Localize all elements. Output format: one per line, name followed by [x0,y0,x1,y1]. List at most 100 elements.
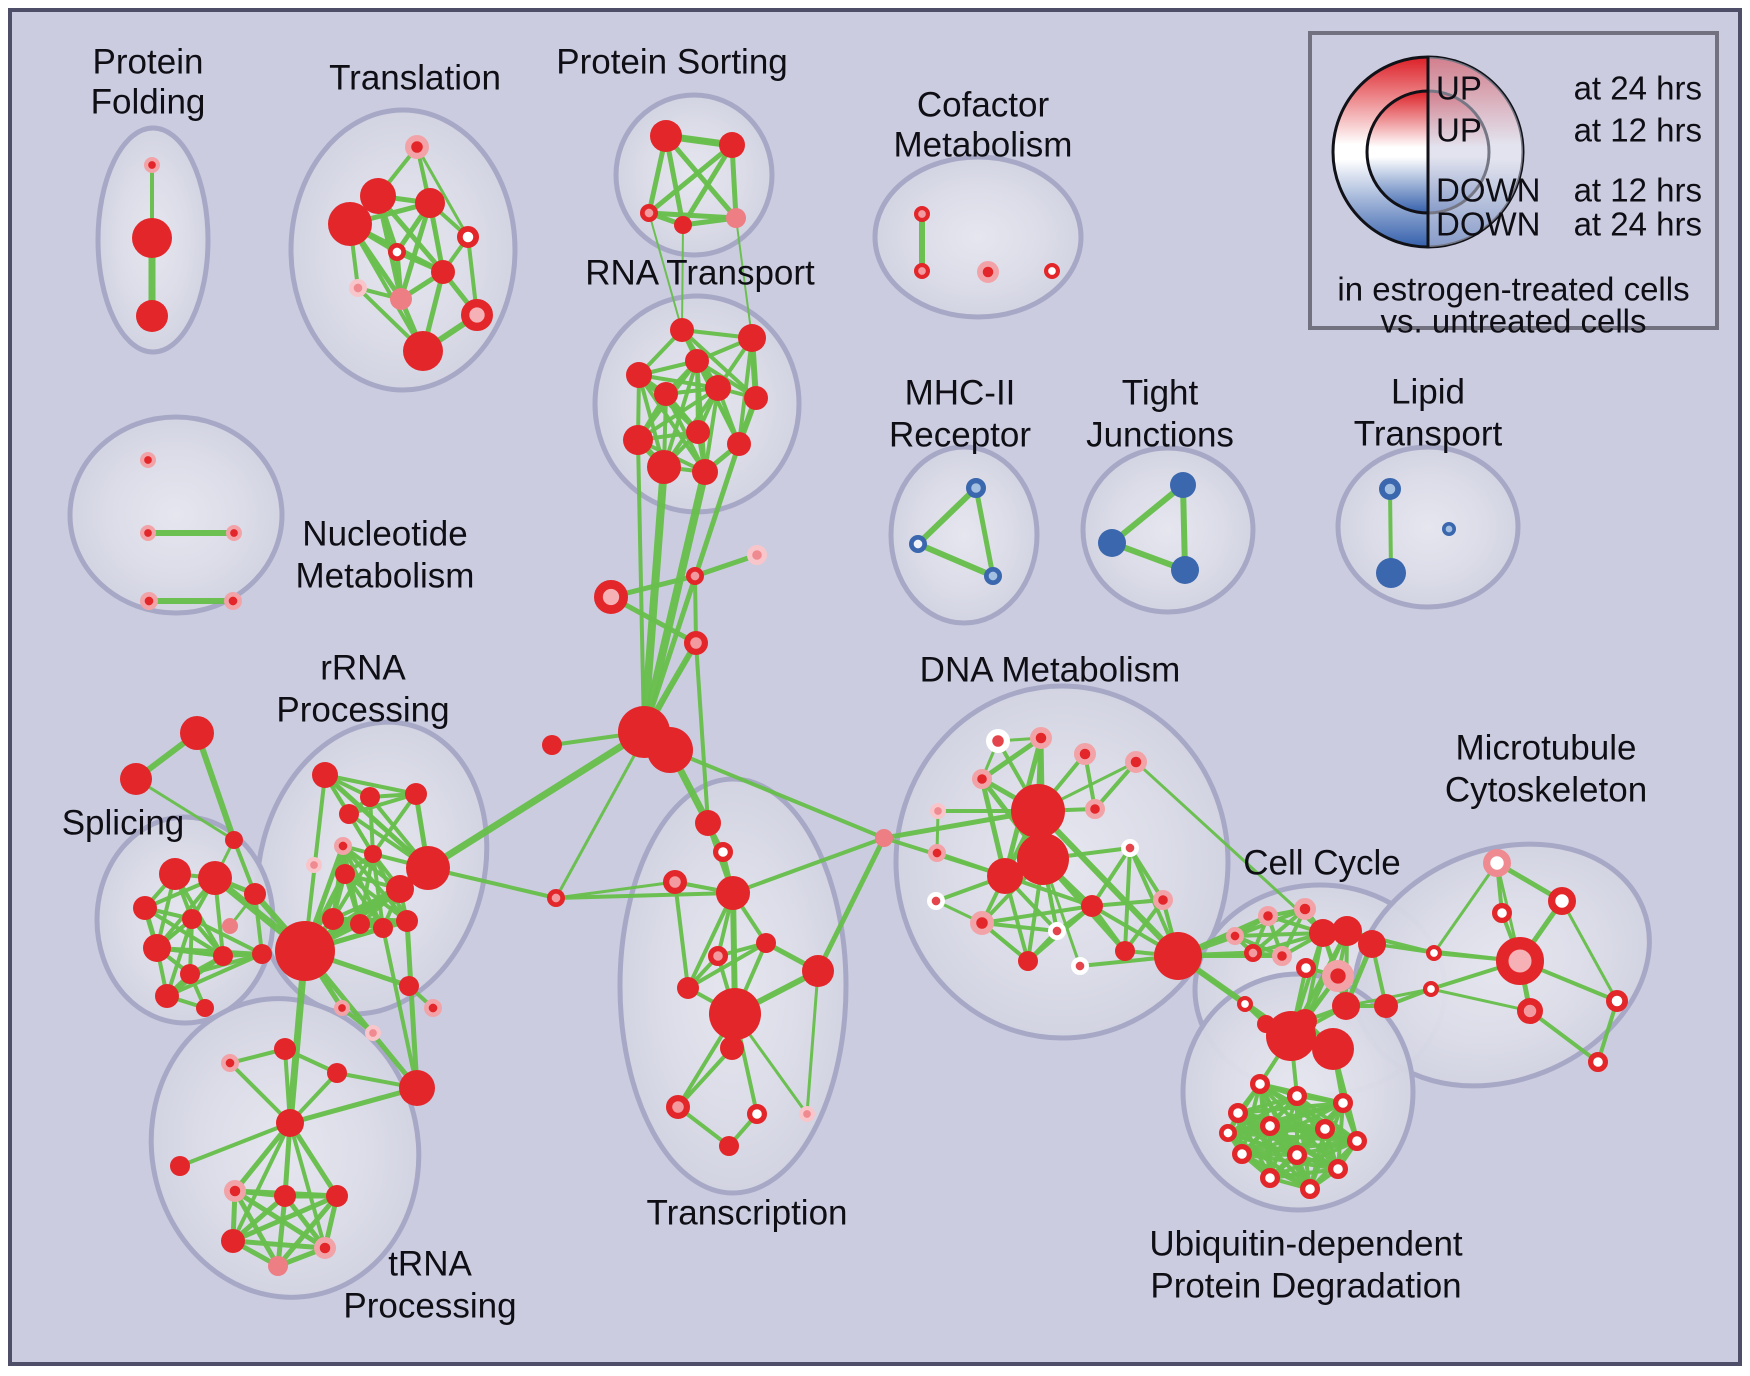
network-edge [815,835,887,974]
network-node-rt0 [670,318,694,342]
network-edge [915,541,996,579]
network-node-tc4 [802,955,834,987]
network-edge [648,212,683,331]
network-node-rr14 [333,1000,350,1017]
legend-row-direction: UP [1436,70,1482,107]
network-node-rr1 [360,787,380,807]
network-node-cc14 [1312,1028,1354,1070]
network-node-rt1 [738,324,766,352]
network-node-nm4 [223,592,242,611]
network-edge [686,891,735,990]
cluster-label-rrna_processing: rRNA [320,649,406,688]
network-node-rt8 [623,425,653,455]
network-node-sp8 [244,883,266,905]
network-node-cc5 [1309,919,1337,947]
network-node-t1 [120,763,152,795]
network-edge [232,1120,293,1194]
network-edge [694,641,710,825]
network-node-pf2 [136,300,168,332]
network-node-tn3 [399,1070,435,1106]
network-edge [973,485,996,579]
network-node-sp1 [198,861,232,895]
network-node-ub6 [1346,1130,1367,1151]
network-node-lt2 [1441,522,1456,537]
network-edge [287,1085,420,1126]
network-node-h2 [647,727,693,773]
network-node-dm12 [1047,922,1066,941]
network-node-lc0 [547,889,566,908]
cluster-label-nucleotide_metabolism: Metabolism [296,557,475,596]
network-node-sp11 [155,984,179,1008]
network-edge [640,463,668,736]
network-edge [1233,931,1325,938]
network-edge [1226,1131,1340,1171]
network-node-rr3 [339,804,359,824]
network-node-tj1 [1098,529,1126,557]
cluster-label-tight_junctions: Junctions [1086,416,1234,455]
network-node-cc7 [1358,930,1386,958]
cluster-ellipse-cofactor_metabolism [872,154,1084,320]
network-node-rt11 [692,459,718,485]
network-node-tc13 [719,1136,739,1156]
network-node-tc5 [756,933,776,953]
network-node-rr5 [305,857,322,874]
network-edge [228,1061,292,1125]
network-edge [640,468,709,736]
network-edge [231,1121,292,1243]
network-node-mh0 [965,478,986,499]
cluster-ellipse-mhc_ii_receptor [888,444,1040,626]
network-node-tc1 [712,841,733,862]
network-edge [194,730,237,843]
network-edge [554,891,735,900]
network-edge [288,1121,327,1250]
network-edge [404,918,420,1091]
network-edge [230,1238,328,1251]
network-node-dm11 [969,910,994,935]
network-node-rt4 [654,382,678,406]
network-node-tr1 [360,178,396,214]
network-node-rr17 [423,999,442,1018]
network-node-nm2 [226,525,243,542]
network-node-mh1 [909,535,928,554]
network-node-tr10 [403,331,443,371]
network-edge [663,133,739,221]
network-edge [165,917,194,998]
network-edge [275,1193,288,1269]
network-node-dm7 [1011,784,1065,838]
network-edge [398,200,433,302]
network-node-rrH [275,921,335,981]
network-node-dm14 [1084,798,1105,819]
network-node-mt2 [1491,902,1512,923]
network-edge [1560,899,1619,1003]
cluster-label-protein_sorting: Protein Sorting [556,43,788,82]
cluster-label-splicing: Splicing [62,804,185,843]
legend-caption-line: in estrogen-treated cells [1337,271,1689,308]
network-edge [686,941,768,990]
network-edge [641,441,742,735]
legend-row-direction: UP [1436,112,1482,149]
network-node-ub2 [1332,1092,1353,1113]
network-node-hx3 [221,1229,245,1253]
network-node-rr6 [335,864,355,884]
network-node-hx1 [274,1185,296,1207]
network-node-sp2 [133,896,157,920]
network-node-tn1 [274,1038,296,1060]
network-node-tc7 [677,977,699,999]
network-node-sp6 [180,964,200,984]
cluster-label-lipid_transport: Transport [1354,415,1503,454]
network-node-tr9 [461,299,494,332]
network-node-rr16 [399,976,419,996]
legend-row-direction: DOWN [1436,206,1540,243]
network-edge [134,777,236,842]
network-edge [331,852,375,921]
network-edge [979,735,1044,782]
network-edge [681,224,684,331]
network-edge [322,772,431,871]
network-node-ps3 [674,216,692,234]
network-node-sp9 [252,944,272,964]
network-edge [287,1120,340,1199]
legend-caption-line: vs. untreated cells [1381,303,1647,340]
network-edge [348,222,425,353]
network-edge [165,952,264,998]
network-node-cc16 [1225,927,1244,946]
